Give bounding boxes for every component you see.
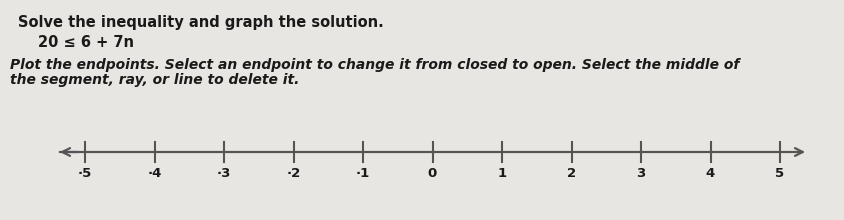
Text: ·4: ·4 — [148, 167, 162, 180]
Text: the segment, ray, or line to delete it.: the segment, ray, or line to delete it. — [10, 73, 300, 87]
Text: Plot the endpoints. Select an endpoint to change it from closed to open. Select : Plot the endpoints. Select an endpoint t… — [10, 58, 739, 72]
Text: Solve the inequality and graph the solution.: Solve the inequality and graph the solut… — [18, 15, 384, 30]
Text: 3: 3 — [636, 167, 646, 180]
Text: ·5: ·5 — [78, 167, 92, 180]
Text: ·2: ·2 — [286, 167, 300, 180]
Text: 5: 5 — [776, 167, 785, 180]
Text: 4: 4 — [706, 167, 715, 180]
Text: 0: 0 — [428, 167, 437, 180]
Text: 20 ≤ 6 + 7n: 20 ≤ 6 + 7n — [38, 35, 134, 50]
Text: ·1: ·1 — [356, 167, 371, 180]
Text: 2: 2 — [567, 167, 576, 180]
Text: ·3: ·3 — [217, 167, 231, 180]
Text: 1: 1 — [497, 167, 506, 180]
